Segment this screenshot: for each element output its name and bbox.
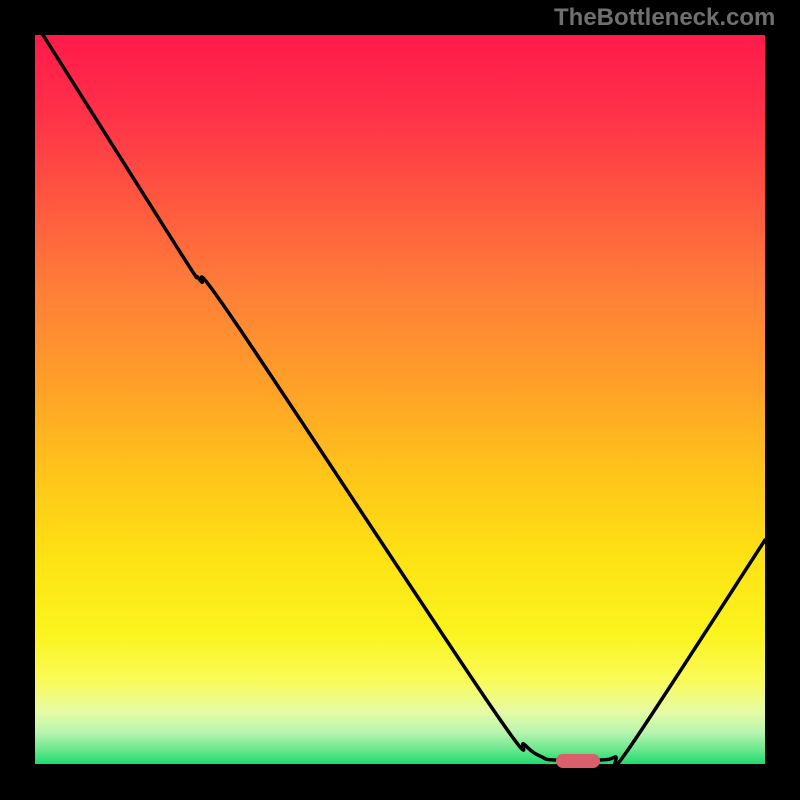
plot-background-gradient [35,35,765,765]
bottleneck-chart [0,0,800,800]
watermark-text: TheBottleneck.com [554,4,775,32]
optimal-range-marker [556,754,600,768]
